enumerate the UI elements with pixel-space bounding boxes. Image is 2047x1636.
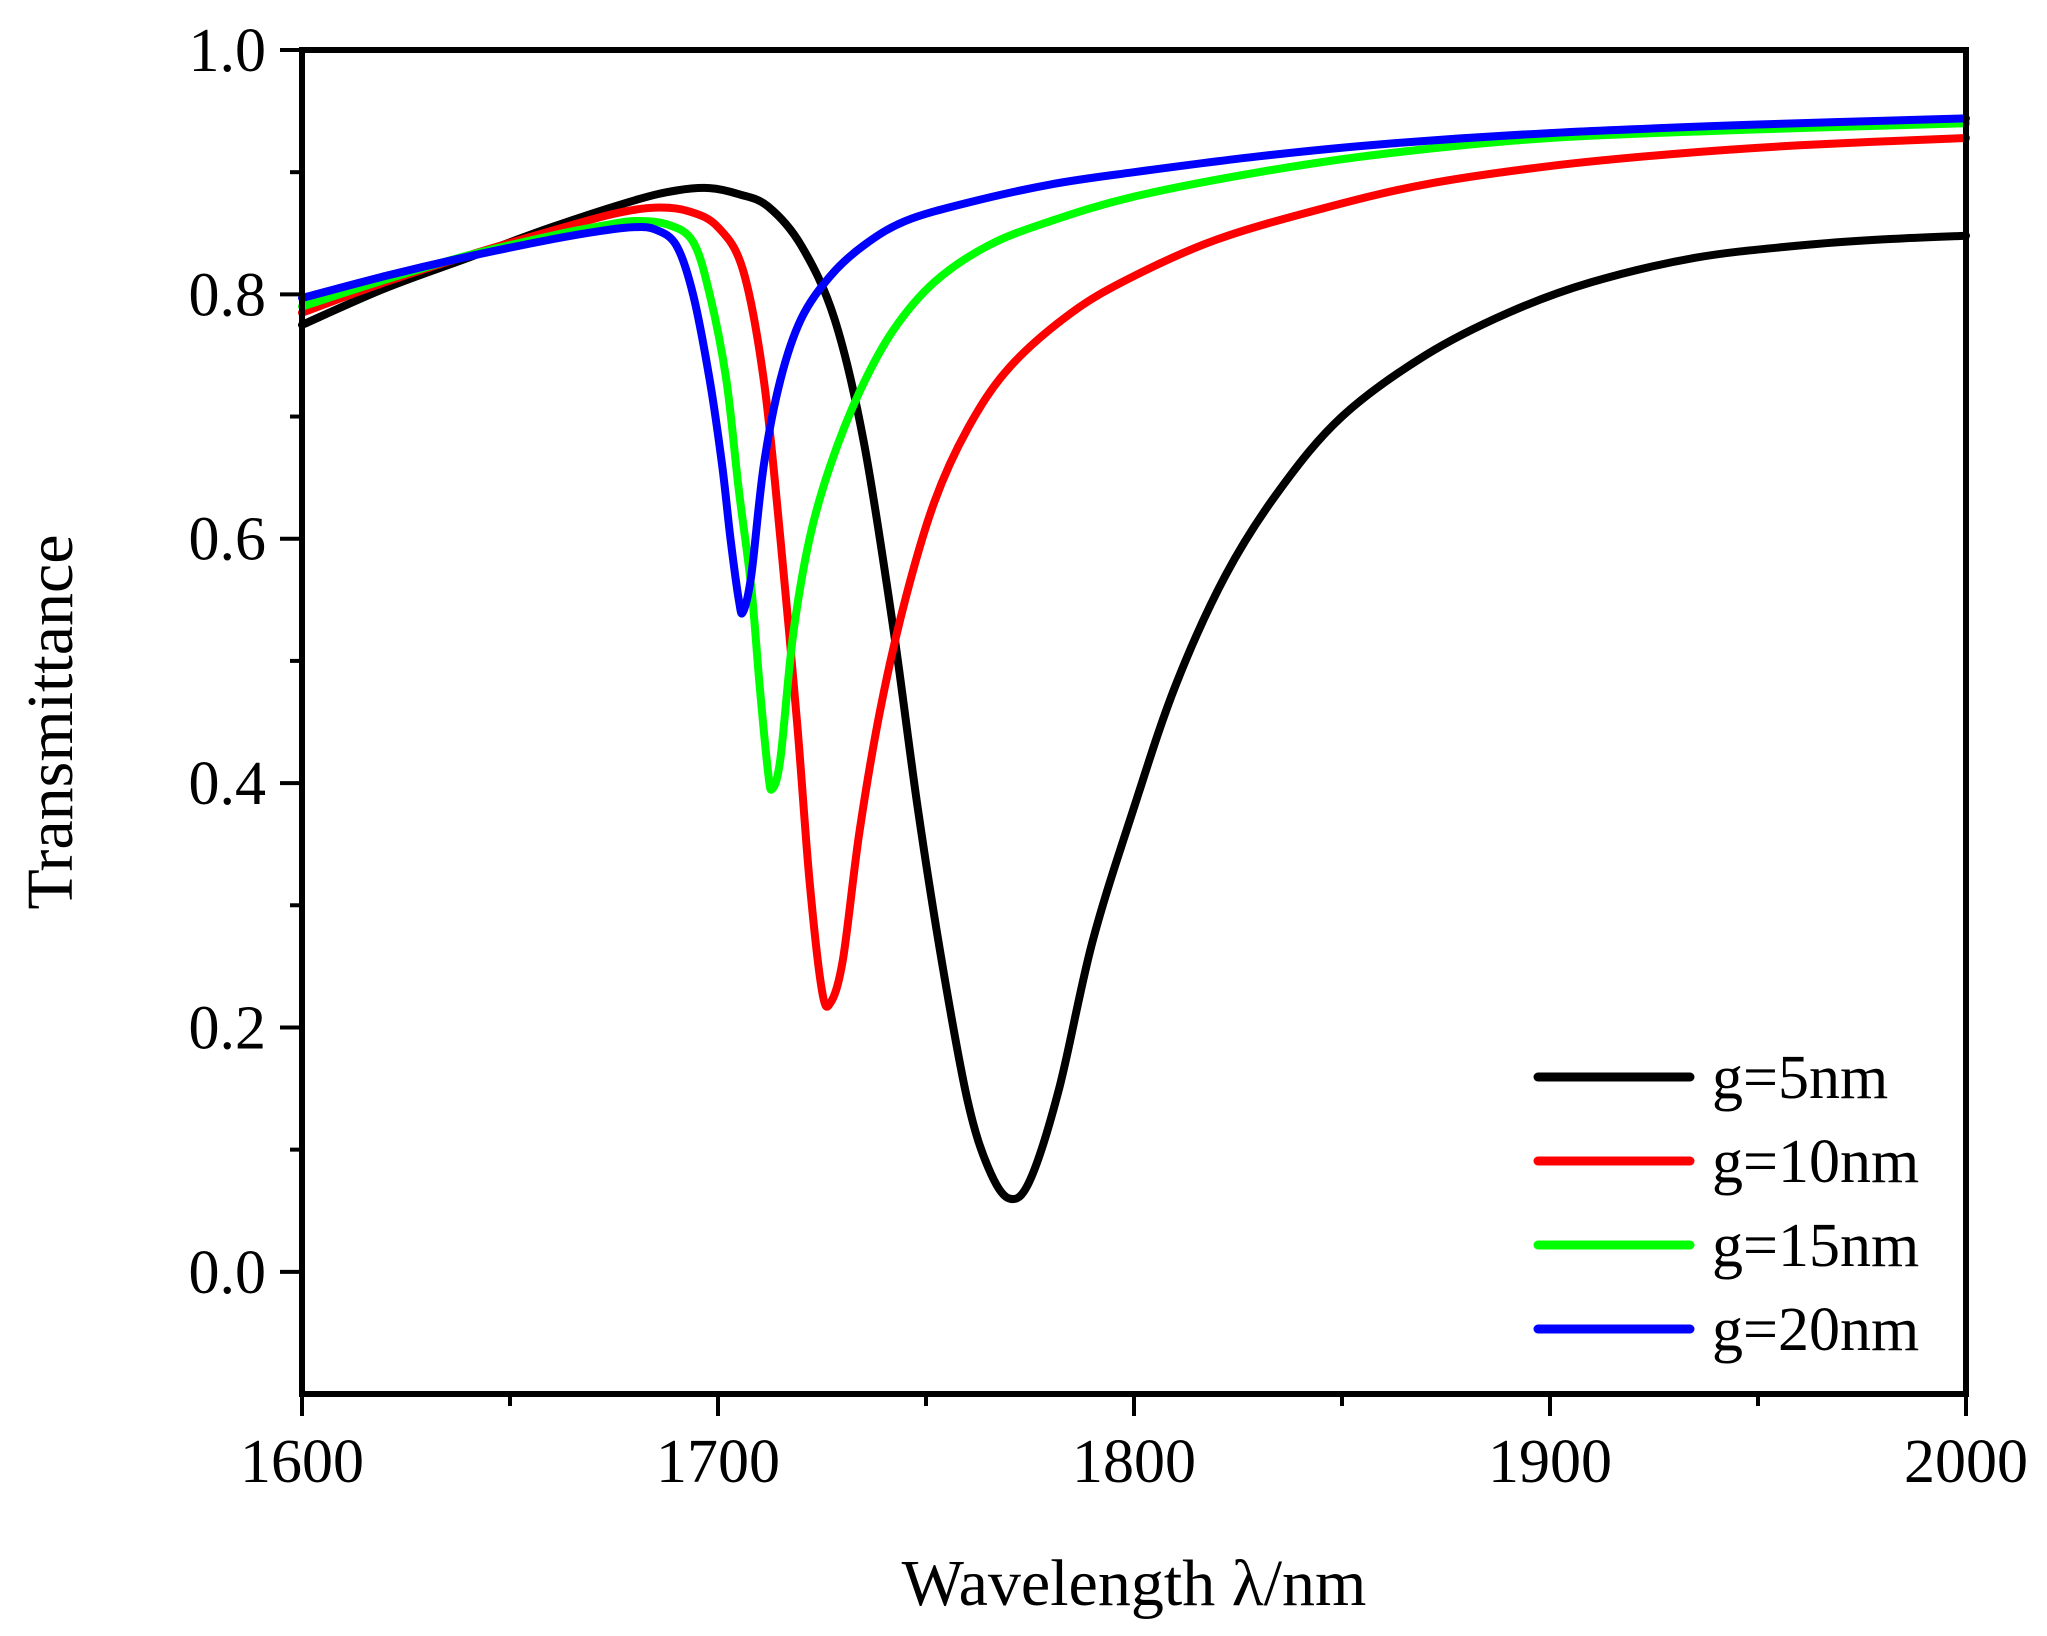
x-tick-label: 1900 xyxy=(1488,1428,1612,1496)
y-tick-label: 0.2 xyxy=(189,994,267,1062)
series-line-g-15nm xyxy=(298,119,1970,794)
y-axis-title: Transmittance xyxy=(14,534,87,909)
legend-label: g=10nm xyxy=(1712,1128,1919,1196)
x-axis-title: Wavelength λ/nm xyxy=(902,1547,1367,1620)
legend-label: g=15nm xyxy=(1712,1212,1919,1280)
series-line-g-5nm xyxy=(298,183,1970,1204)
y-tick-label: 0.6 xyxy=(189,506,267,574)
x-tick-label: 2000 xyxy=(1904,1428,2028,1496)
series-line-g-10nm xyxy=(298,133,1970,1011)
legend-label: g=5nm xyxy=(1712,1044,1888,1112)
y-tick-label: 0.0 xyxy=(189,1239,267,1307)
x-tick-label: 1800 xyxy=(1072,1428,1196,1496)
legend: g=5nm g=10nm g=15nm g=20nm xyxy=(1533,1044,1919,1364)
y-tick-label: 0.8 xyxy=(189,261,267,329)
y-tick-label: 0.4 xyxy=(189,750,267,818)
tick-labels-group: 1600 1700 1800 1900 2000 0.0 0.2 0.4 0.6 0.8 1.0 xyxy=(189,17,2029,1496)
x-tick-label: 1700 xyxy=(656,1428,780,1496)
plot-series-group xyxy=(298,114,1970,1204)
y-tick-label: 1.0 xyxy=(189,17,267,85)
legend-label: g=20nm xyxy=(1712,1296,1919,1364)
x-tick-label: 1600 xyxy=(240,1428,364,1496)
axis-ticks-group xyxy=(280,48,1968,1416)
series-line-g-20nm xyxy=(298,114,1970,618)
